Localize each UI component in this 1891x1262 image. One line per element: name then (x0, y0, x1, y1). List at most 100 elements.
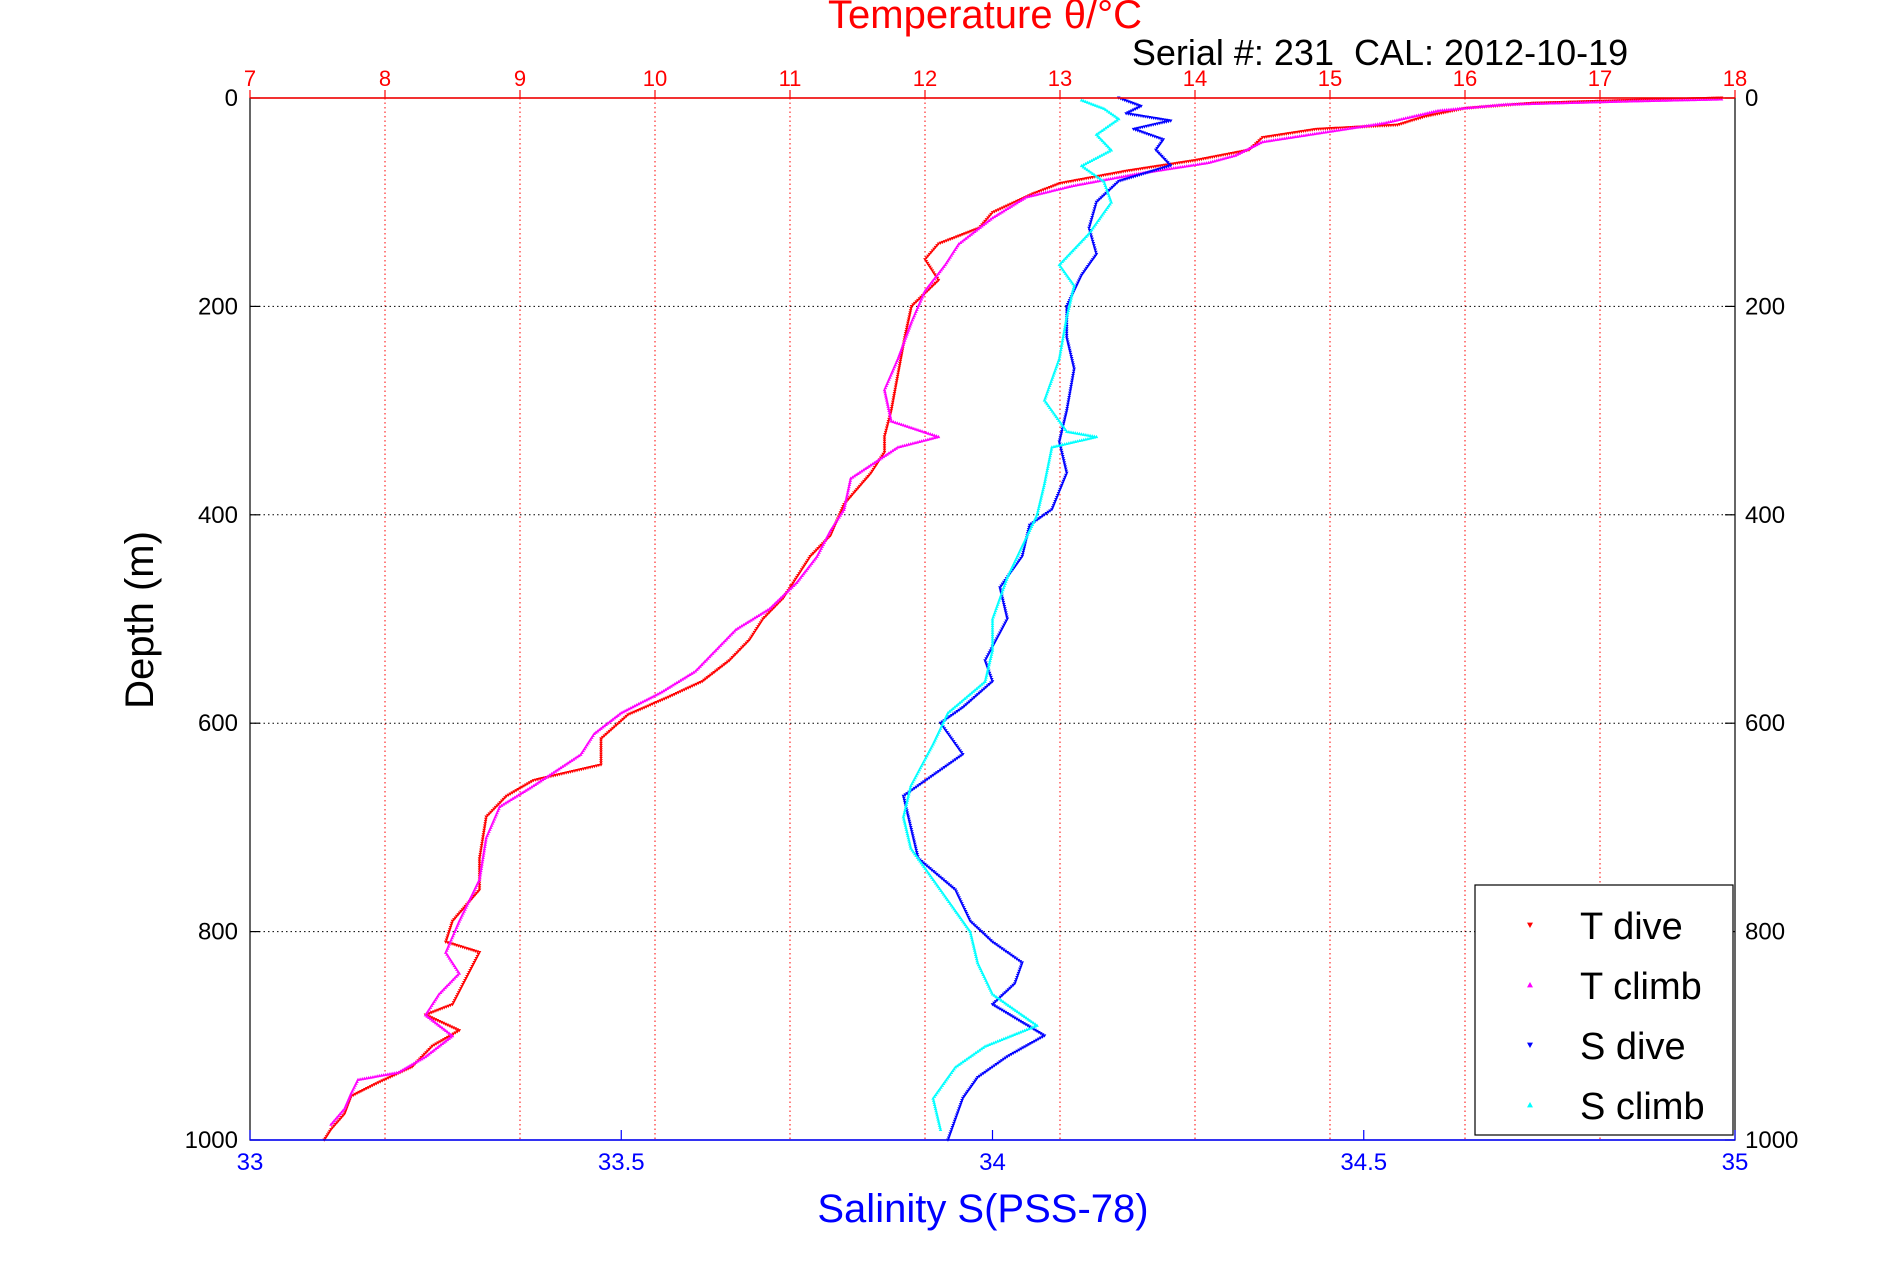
data-point (426, 1009, 430, 1013)
data-point (1005, 1055, 1010, 1059)
data-point (1038, 500, 1042, 504)
data-point (944, 896, 949, 900)
data-point (994, 213, 999, 217)
data-point (963, 909, 968, 914)
data-point (914, 427, 918, 431)
data-point (845, 493, 849, 497)
data-point (1449, 107, 1453, 111)
data-point (328, 1129, 332, 1134)
data-point (1103, 126, 1108, 130)
data-point (1049, 447, 1054, 451)
data-point (872, 465, 877, 470)
data-point (431, 1017, 436, 1021)
data-point (448, 958, 453, 962)
data-point (336, 1119, 341, 1123)
data-point (1360, 124, 1365, 128)
data-point (1025, 1044, 1029, 1048)
data-point (447, 1024, 452, 1028)
data-point (1067, 251, 1072, 256)
data-point (1064, 429, 1069, 433)
data-point (1055, 416, 1060, 421)
data-point (664, 696, 669, 700)
data-point (380, 1079, 385, 1083)
data-point (977, 1074, 982, 1078)
data-point (905, 829, 909, 834)
data-point (797, 572, 802, 576)
data-point (869, 471, 873, 475)
data-point (1046, 510, 1050, 514)
data-point (707, 674, 711, 679)
data-point (774, 600, 778, 604)
data-point (1063, 321, 1068, 325)
data-point (616, 713, 620, 717)
tick-label-depth-right: 600 (1745, 710, 1785, 737)
data-point (904, 804, 908, 808)
data-point (865, 465, 869, 469)
data-point (394, 1070, 399, 1075)
data-point (634, 709, 638, 714)
data-point (518, 786, 522, 791)
data-point (638, 708, 642, 712)
data-point (1105, 150, 1110, 154)
data-point (623, 708, 627, 713)
data-point (1184, 164, 1189, 168)
data-point (1438, 108, 1442, 112)
data-point (443, 950, 448, 954)
data-point (465, 975, 469, 979)
data-point (895, 376, 900, 381)
data-point (802, 564, 806, 568)
legend-box (1474, 884, 1734, 1136)
data-point (1016, 1018, 1021, 1022)
data-point (1416, 113, 1421, 117)
data-point (804, 560, 809, 564)
data-point (1299, 133, 1304, 138)
data-point (1115, 115, 1119, 119)
data-point (764, 609, 768, 613)
data-point (930, 269, 935, 273)
data-point (876, 458, 880, 462)
data-point (1043, 475, 1048, 479)
data-point (906, 319, 911, 323)
data-point (860, 481, 865, 485)
data-point (1108, 176, 1113, 181)
data-point (457, 1029, 462, 1033)
data-point (460, 908, 465, 912)
data-point (1058, 420, 1062, 424)
data-point (703, 659, 707, 663)
data-point (566, 761, 570, 765)
data-point (1094, 434, 1099, 439)
data-point (562, 763, 567, 767)
data-point (772, 602, 777, 606)
data-point (1063, 415, 1068, 419)
data-point (973, 1050, 978, 1055)
data-point (499, 803, 504, 807)
data-point (790, 585, 794, 589)
data-point (959, 754, 963, 758)
data-point (1289, 135, 1293, 139)
data-point (1308, 132, 1313, 136)
data-point (440, 989, 444, 993)
data-point (951, 740, 956, 744)
data-point (894, 381, 899, 385)
data-point (920, 862, 925, 867)
data-point (480, 862, 484, 866)
data-point (853, 489, 858, 494)
data-point (800, 573, 804, 578)
data-point (549, 771, 554, 776)
data-point (1016, 199, 1021, 204)
data-point (449, 979, 454, 983)
data-point (970, 940, 975, 944)
data-point (678, 678, 683, 682)
data-point (361, 1088, 365, 1093)
data-point (663, 687, 668, 692)
data-point (1031, 192, 1035, 196)
data-point (902, 819, 907, 823)
data-point (917, 439, 922, 444)
data-point (899, 353, 904, 357)
data-point (1081, 165, 1086, 169)
data-point (1494, 103, 1499, 107)
data-point (432, 1048, 436, 1052)
data-point (859, 469, 864, 473)
data-point (1092, 207, 1097, 211)
